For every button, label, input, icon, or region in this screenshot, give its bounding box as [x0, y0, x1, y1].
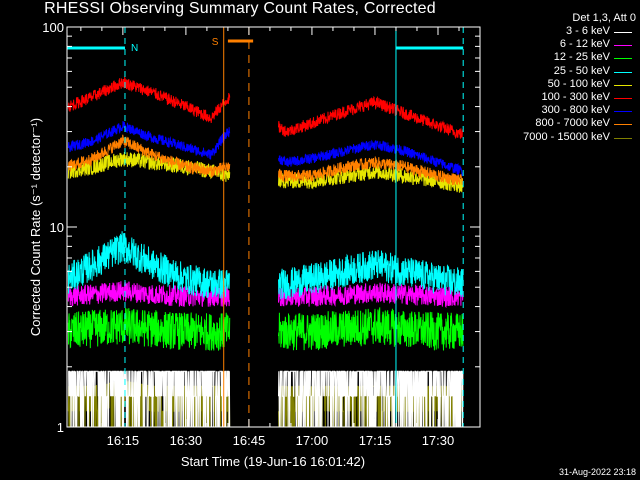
legend-entry: 6 - 12 keV — [486, 38, 636, 51]
legend-swatch — [614, 32, 632, 33]
x-tick-label: 17:30 — [422, 433, 455, 448]
chart-title: RHESSI Observing Summary Count Rates, Co… — [44, 0, 436, 17]
series-line-5 — [278, 164, 464, 193]
legend-entry: 25 - 50 keV — [486, 65, 636, 78]
legend-swatch — [614, 71, 632, 73]
legend-entry: 3 - 6 keV — [486, 25, 636, 38]
series-line-2 — [278, 282, 464, 309]
legend: Det 1,3, Att 0 3 - 6 keV 6 - 12 keV 12 - 2… — [486, 12, 636, 144]
series-line-8 — [67, 134, 231, 178]
y-axis-label: Corrected Count Rate (s⁻¹ detector⁻¹) — [28, 118, 43, 336]
legend-entry: 50 - 100 keV — [486, 78, 636, 91]
series-line-6 — [67, 75, 231, 124]
legend-entry: 7000 - 15000 keV — [486, 131, 636, 144]
y-tick-label: 10 — [50, 220, 64, 235]
y-tick-label: 100 — [42, 20, 64, 35]
series-line-6 — [278, 95, 464, 140]
series-line-2 — [67, 279, 231, 308]
legend-label: 50 - 100 keV — [547, 77, 610, 90]
series-line-7 — [67, 120, 231, 160]
series-line-3 — [67, 307, 231, 351]
x-tick-label: 17:00 — [296, 433, 329, 448]
series-line-4 — [278, 250, 464, 300]
series-line-4 — [67, 231, 231, 299]
legend-swatch — [614, 58, 632, 60]
legend-label: 7000 - 15000 keV — [523, 130, 610, 143]
x-tick-label: 16:15 — [107, 433, 140, 448]
render-timestamp: 31-Aug-2022 23:18 — [558, 467, 636, 477]
marker-layer: NS — [67, 27, 464, 427]
annotation-n: N — [131, 43, 138, 54]
legend-label: 25 - 50 keV — [553, 64, 610, 77]
series-line-3 — [278, 307, 464, 351]
legend-entry: 100 - 300 keV — [486, 91, 636, 104]
legend-label: 3 - 6 keV — [565, 25, 610, 37]
legend-entry: 300 - 800 keV — [486, 104, 636, 117]
series-layer — [67, 75, 464, 427]
series-line-1 — [68, 370, 231, 427]
legend-swatch — [614, 97, 632, 99]
legend-swatch — [614, 137, 632, 139]
y-tick-label: 1 — [57, 420, 64, 435]
x-tick-label: 16:30 — [170, 433, 203, 448]
legend-label: 300 - 800 keV — [541, 104, 611, 117]
series-line-9 — [67, 380, 231, 427]
series-line-8 — [278, 156, 464, 186]
legend-label: 100 - 300 keV — [541, 90, 611, 103]
legend-swatch — [614, 124, 632, 126]
legend-entry: 12 - 25 keV — [486, 51, 636, 64]
series-line-1 — [278, 370, 464, 427]
legend-swatch — [614, 111, 632, 113]
legend-entry: 800 - 7000 keV — [486, 117, 636, 130]
legend-swatch — [614, 45, 632, 47]
legend-label: 800 - 7000 keV — [535, 117, 610, 130]
axis-layer: 16:15 16:30 16:45 17:00 17:15 17:30 1 10 100 — [42, 20, 481, 448]
x-axis-label: Start Time (19-Jun-16 16:01:42) — [181, 454, 365, 469]
x-tick-label: 16:45 — [233, 433, 266, 448]
legend-header: Det 1,3, Att 0 — [572, 12, 636, 24]
x-tick-label: 17:15 — [359, 433, 392, 448]
series-line-7 — [278, 139, 464, 177]
legend-swatch — [614, 84, 632, 86]
series-line-5 — [67, 151, 231, 182]
legend-label: 12 - 25 keV — [553, 51, 610, 64]
annotation-s: S — [212, 37, 219, 48]
legend-label: 6 - 12 keV — [559, 38, 610, 51]
